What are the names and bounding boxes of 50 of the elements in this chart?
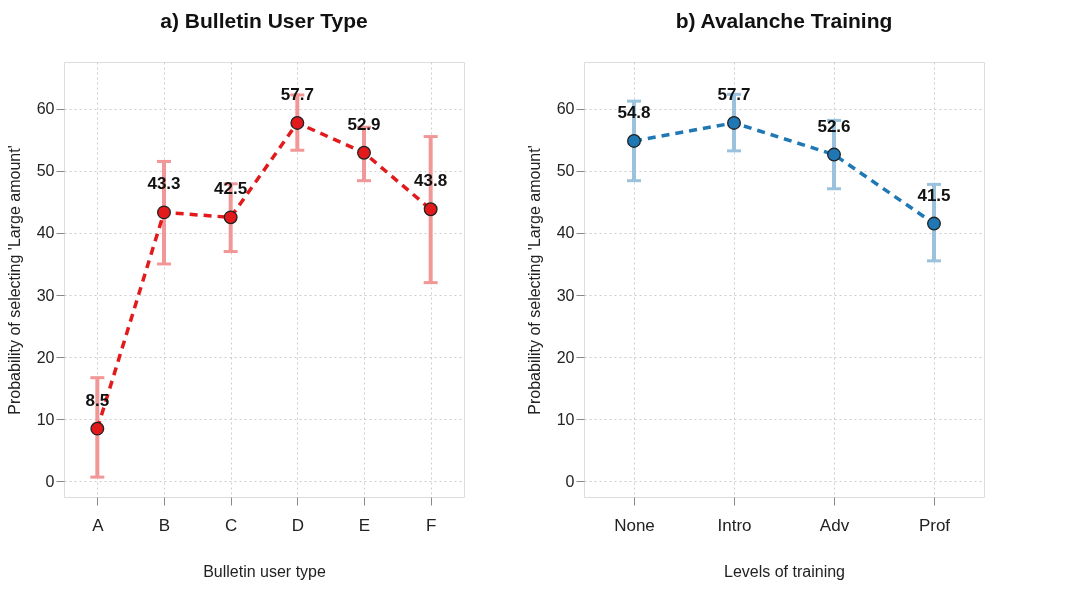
data-label: 54.8 — [617, 102, 651, 122]
x-tick-label: A — [92, 515, 105, 535]
point — [927, 216, 941, 231]
x-tick-label: D — [291, 515, 304, 535]
point — [423, 202, 438, 217]
y-tick-label: 0 — [565, 472, 575, 490]
data-label: 8.5 — [85, 390, 110, 410]
y-tick-label: 10 — [556, 410, 575, 428]
y-tick-label: 30 — [36, 286, 55, 304]
y-tick-label: 30 — [556, 286, 575, 304]
y-tick-label: 60 — [556, 100, 575, 118]
point — [627, 133, 641, 148]
data-label: 41.5 — [917, 185, 951, 205]
x-tick-label: C — [225, 515, 238, 535]
data-label: 52.9 — [347, 114, 381, 134]
point — [90, 421, 105, 436]
data-label: 43.8 — [414, 171, 448, 191]
x-tick-label: F — [425, 515, 437, 535]
point — [290, 115, 305, 130]
y-tick-label: 20 — [556, 348, 575, 366]
y-tick-label: 50 — [556, 162, 575, 180]
chart-title: b) Avalanche Training — [675, 9, 893, 32]
point — [223, 210, 238, 225]
chart-title: a) Bulletin User Type — [160, 9, 368, 32]
y-tick-label: 20 — [36, 348, 55, 366]
data-label: 43.3 — [147, 174, 181, 194]
x-tick-label: E — [358, 515, 371, 535]
y-tick-label: 40 — [556, 224, 575, 242]
x-tick-label: Intro — [717, 515, 752, 535]
y-tick-label: 60 — [36, 100, 55, 118]
point — [827, 147, 841, 162]
y-tick-label: 10 — [36, 410, 55, 428]
y-tick-label: 50 — [36, 162, 55, 180]
x-axis-title: Bulletin user type — [203, 562, 326, 580]
data-label: 57.7 — [717, 84, 751, 104]
y-tick-label: 0 — [45, 472, 55, 490]
x-tick-label: Adv — [819, 515, 850, 535]
y-axis-title: Probability of selecting 'Large amount' — [5, 145, 23, 415]
data-label: 42.5 — [214, 179, 248, 199]
point — [727, 115, 741, 130]
y-tick-label: 40 — [36, 224, 55, 242]
data-label: 52.6 — [817, 116, 851, 136]
x-axis-title: Levels of training — [724, 562, 845, 580]
y-axis-title: Probability of selecting 'Large amount' — [525, 145, 543, 415]
point — [157, 205, 171, 220]
x-tick-label: None — [614, 515, 655, 535]
data-label: 57.7 — [280, 84, 314, 104]
x-tick-label: B — [158, 515, 171, 535]
x-tick-label: Prof — [918, 515, 951, 535]
point — [357, 145, 371, 160]
